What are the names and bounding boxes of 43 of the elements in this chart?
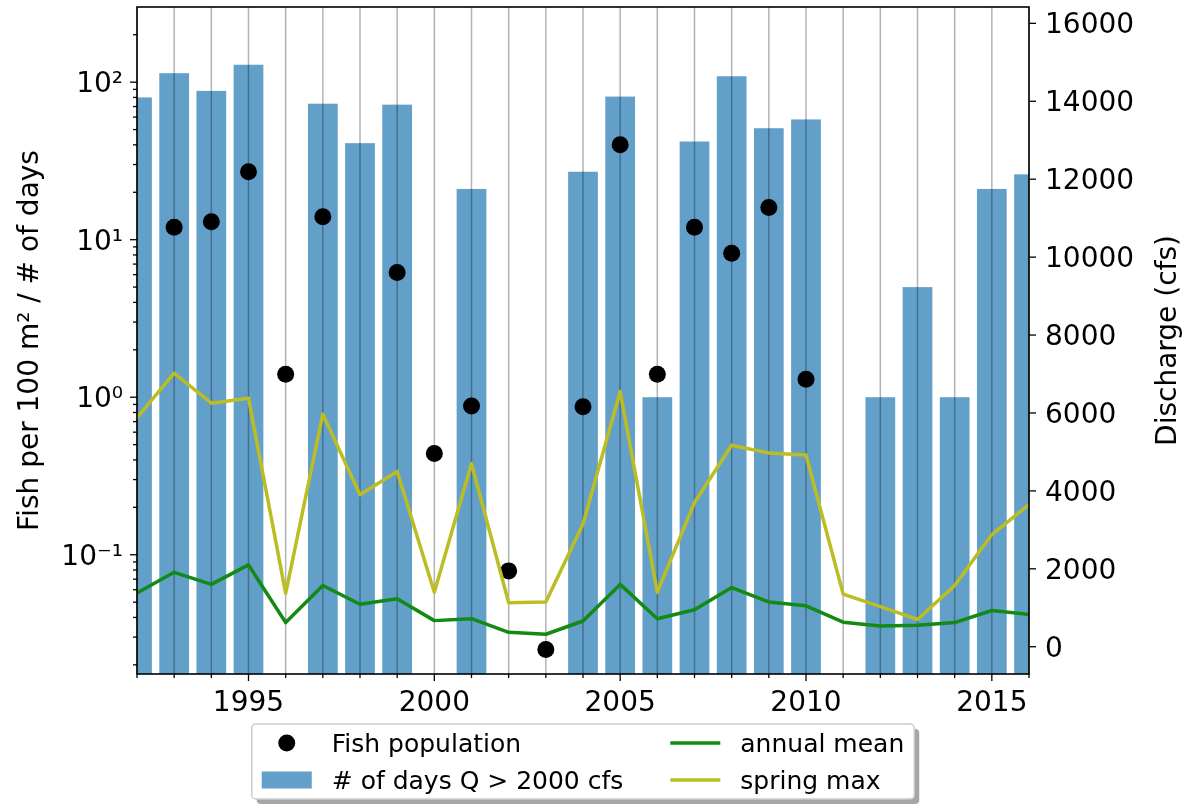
y-axis-title: Fish per 100 m² / # of days xyxy=(12,150,45,531)
line-series xyxy=(137,563,1029,637)
y2-tick-label: 10000 xyxy=(1045,241,1135,275)
point xyxy=(463,397,480,415)
legend-label: annual mean xyxy=(740,729,905,758)
x-tick-label: 2010 xyxy=(770,685,842,718)
point xyxy=(537,641,555,659)
y2-tick-label: 14000 xyxy=(1045,85,1135,119)
point xyxy=(797,370,815,388)
y2-tick-label: 2000 xyxy=(1045,552,1117,586)
y2-tick-label: 0 xyxy=(1045,630,1063,664)
point xyxy=(202,213,220,231)
legend-label: spring max xyxy=(740,766,881,795)
point xyxy=(648,365,666,383)
point xyxy=(686,218,703,236)
point xyxy=(277,365,295,383)
y2-axis-title: Discharge (cfs) xyxy=(1150,235,1183,446)
y2-tick-label: 6000 xyxy=(1045,396,1117,430)
y2-tick-label: 16000 xyxy=(1045,7,1135,41)
y2-tick-label: 8000 xyxy=(1045,319,1117,353)
y-tick-label: 10⁰ xyxy=(76,381,123,415)
x-tick-label: 2000 xyxy=(398,685,470,718)
x-tick-label: 2015 xyxy=(956,685,1028,718)
legend-label: # of days Q > 2000 cfs xyxy=(331,766,624,795)
point xyxy=(165,218,183,236)
y2-tick-label: 4000 xyxy=(1045,474,1117,508)
point xyxy=(388,263,406,281)
y2-tick-label: 12000 xyxy=(1045,163,1135,197)
line-series xyxy=(137,371,1029,622)
point xyxy=(314,208,332,226)
point xyxy=(574,398,592,416)
point xyxy=(760,199,778,217)
point xyxy=(500,562,518,580)
point xyxy=(723,244,741,262)
point xyxy=(240,163,257,181)
y-tick-label: 10⁻¹ xyxy=(61,538,123,572)
y-tick-label: 10¹ xyxy=(76,223,123,257)
legend-label: Fish population xyxy=(331,729,522,758)
x-tick-label: 1995 xyxy=(212,685,285,718)
point xyxy=(425,444,443,462)
x-tick-label: 2005 xyxy=(584,685,656,718)
point xyxy=(611,136,629,154)
y-tick-label: 10² xyxy=(76,66,123,100)
